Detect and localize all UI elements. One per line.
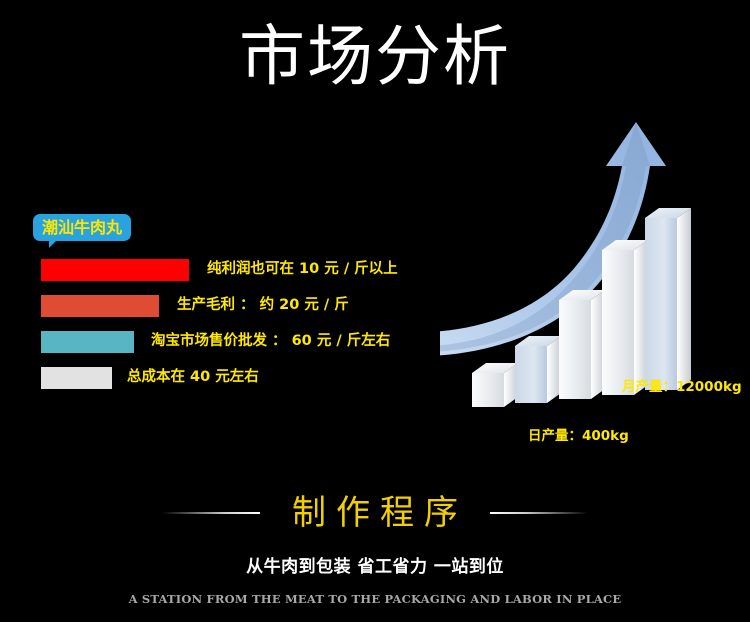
growth-bar-3 xyxy=(559,290,605,399)
legend-swatch-total-cost xyxy=(41,367,112,389)
section-heading: 制作程序 xyxy=(0,487,750,539)
product-badge-label: 潮汕牛肉丸 xyxy=(33,214,132,241)
legend-label-profit: 纯利润也可在 10 元 / 斤以上 xyxy=(207,261,398,277)
growth-bar-2 xyxy=(515,336,561,403)
legend-swatch-profit xyxy=(41,259,189,281)
process-section: 制作程序 从牛肉到包装 省工省力 一站到位 A STATION FROM THE… xyxy=(0,487,750,607)
legend-row: 生产毛利 ： 约 20 元 / 斤 xyxy=(41,295,471,331)
growth-bar-1 xyxy=(472,363,518,407)
legend-label-total-cost: 总成本在 40 元左右 xyxy=(127,369,259,385)
month-output-label: 月产量：12000kg xyxy=(622,379,742,395)
growth-bar-5 xyxy=(645,208,691,390)
section-title: 制作程序 xyxy=(292,493,468,533)
growth-chart-graphic xyxy=(440,100,750,460)
legend-label-gross-margin: 生产毛利 ： 约 20 元 / 斤 xyxy=(177,297,349,313)
page-title: 市场分析 xyxy=(239,18,511,95)
growth-bar-4 xyxy=(602,240,648,395)
divider-left xyxy=(162,512,260,514)
legend-swatch-wholesale-price xyxy=(41,331,134,353)
section-subtitle-cn: 从牛肉到包装 省工省力 一站到位 xyxy=(246,557,504,577)
section-subtitle-en: A STATION FROM THE MEAT TO THE PACKAGING… xyxy=(128,592,622,606)
legend-row: 淘宝市场售价批发 ： 60 元 / 斤左右 xyxy=(41,331,471,367)
legend-swatch-gross-margin xyxy=(41,295,159,317)
growth-arrow-icon xyxy=(440,122,666,356)
legend-row: 总成本在 40 元左右 xyxy=(41,367,471,403)
badge-tail-icon xyxy=(49,239,58,248)
divider-right xyxy=(490,512,588,514)
day-output-label: 日产量：400kg xyxy=(528,428,629,444)
legend-row: 纯利润也可在 10 元 / 斤以上 xyxy=(41,259,471,295)
legend-label-wholesale-price: 淘宝市场售价批发 ： 60 元 / 斤左右 xyxy=(151,333,391,349)
price-breakdown-legend: 纯利润也可在 10 元 / 斤以上 生产毛利 ： 约 20 元 / 斤 淘宝市场… xyxy=(41,259,471,403)
product-badge: 潮汕牛肉丸 xyxy=(33,214,132,248)
